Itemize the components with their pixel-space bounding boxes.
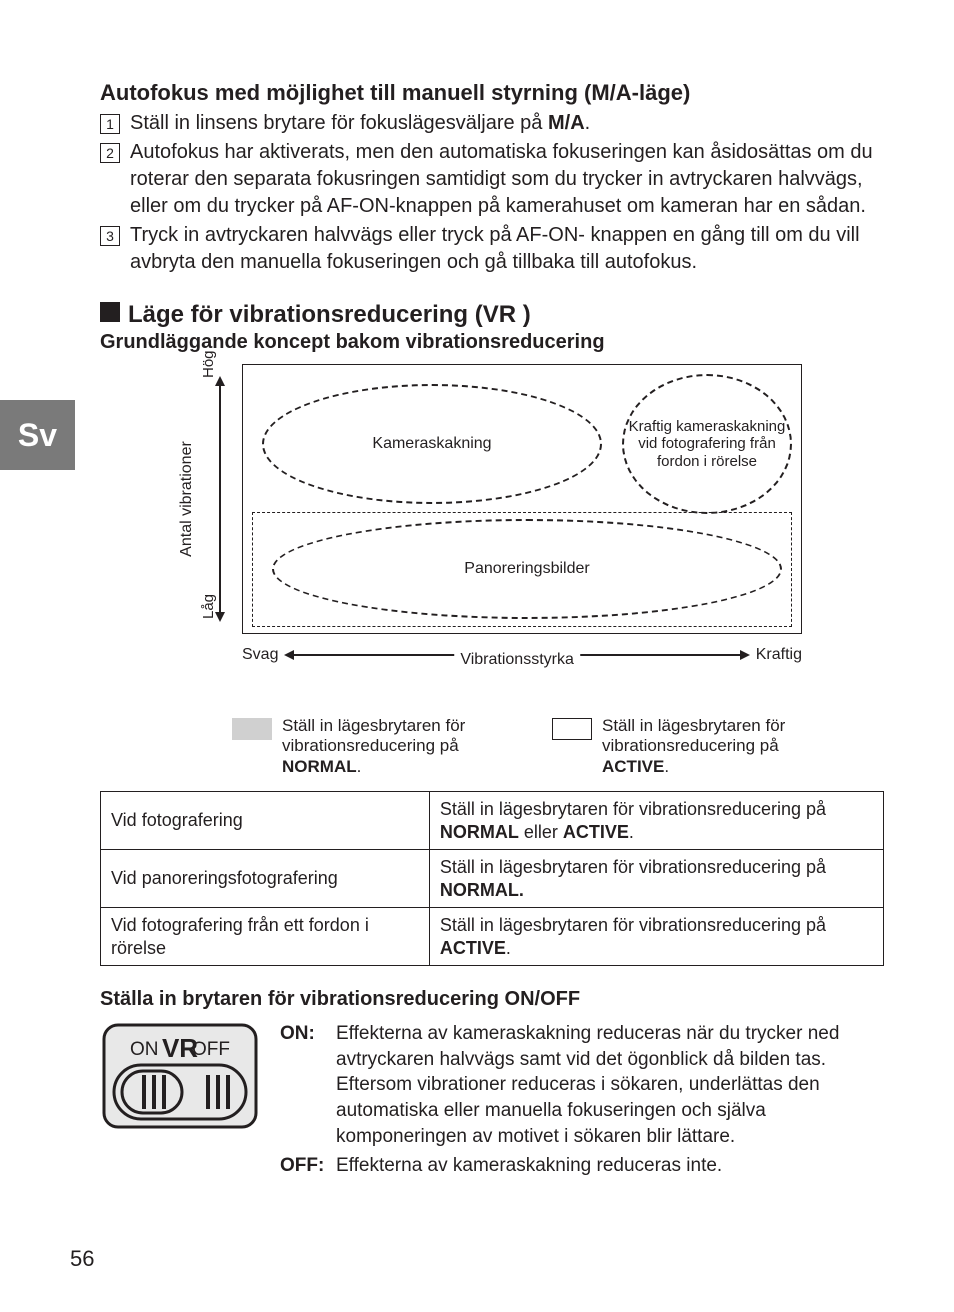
on-text: Effekterna av kameraskakning reduceras n… — [336, 1021, 884, 1149]
swatch-gray — [232, 718, 272, 740]
off-label: OFF: — [280, 1153, 336, 1179]
vr-switch-icon: ON VR OFF — [100, 1021, 260, 1131]
step-text: Tryck in avtryckaren halvvägs eller tryc… — [130, 222, 884, 276]
y-axis-label: Antal vibrationer — [172, 364, 202, 634]
step-number: 1 — [100, 114, 120, 134]
x-axis: Svag Vibrationsstyrka Kraftig — [242, 642, 802, 668]
table-cell-setting: Ställ in lägesbrytaren för vibrationsred… — [429, 908, 883, 966]
camera-shake-oval: Kameraskakning — [262, 384, 602, 504]
table-cell-setting: Ställ in lägesbrytaren för vibrationsred… — [429, 792, 883, 850]
square-bullet-icon — [100, 302, 120, 322]
legend-post: . — [357, 757, 362, 776]
vr-subtitle: Grundläggande koncept bakom vibrationsre… — [100, 331, 884, 354]
vr-concept-diagram: Antal vibrationer Hög Låg Kameraskakning… — [172, 364, 812, 704]
step-3: 3 Tryck in avtryckaren halvvägs eller tr… — [100, 222, 884, 276]
legend-normal: Ställ in lägesbrytaren för vibrationsred… — [232, 716, 522, 777]
x-axis-arrow: Vibrationsstyrka — [286, 654, 747, 656]
on-label: ON — [130, 1039, 159, 1060]
x-left-label: Svag — [242, 646, 278, 664]
oval-label: Panoreringsbilder — [464, 560, 589, 578]
legend-bold: NORMAL — [282, 757, 357, 776]
page-number: 56 — [70, 1246, 94, 1272]
off-text: Effekterna av kameraskakning reduceras i… — [336, 1153, 722, 1179]
vr-legend: Ställ in lägesbrytaren för vibrationsred… — [142, 716, 842, 777]
step-text: Ställ in linsens brytare för fokuslägesv… — [130, 110, 884, 137]
ma-mode-title: Autofokus med möjlighet till manuell sty… — [100, 80, 884, 106]
step-1: 1 Ställ in linsens brytare för fokusläge… — [100, 110, 884, 137]
table-cell-setting: Ställ in lägesbrytaren för vibrationsred… — [429, 850, 883, 908]
y-axis-arrow: Hög Låg — [210, 364, 230, 634]
y-high-label: Hög — [200, 350, 217, 378]
step-number: 3 — [100, 226, 120, 246]
table-row: Vid panoreringsfotografering Ställ in lä… — [101, 850, 884, 908]
oval-label: Kameraskakning — [372, 435, 491, 453]
y-low-label: Låg — [200, 594, 217, 619]
ma-steps-list: 1 Ställ in linsens brytare för fokusläge… — [100, 110, 884, 276]
table-row: Vid fotografering från ett fordon i röre… — [101, 908, 884, 966]
table-cell-scenario: Vid fotografering från ett fordon i röre… — [101, 908, 430, 966]
off-definition: OFF: Effekterna av kameraskakning reduce… — [280, 1153, 884, 1179]
vr-mode-table: Vid fotografering Ställ in lägesbrytaren… — [100, 791, 884, 966]
onoff-definitions: ON: Effekterna av kameraskakning reducer… — [280, 1021, 884, 1183]
legend-bold: ACTIVE — [602, 757, 664, 776]
x-right-label: Kraftig — [756, 646, 802, 664]
step-post: . — [585, 112, 591, 134]
on-label: ON: — [280, 1021, 336, 1149]
on-definition: ON: Effekterna av kameraskakning reducer… — [280, 1021, 884, 1149]
legend-text: Ställ in lägesbrytaren för vibrationsred… — [282, 716, 465, 755]
vr-title: Läge för vibrationsreducering (VR ) — [128, 301, 531, 329]
table-cell-scenario: Vid fotografering — [101, 792, 430, 850]
onoff-section: ON VR OFF ON: Effekterna av kameraskakni… — [100, 1021, 884, 1183]
language-tab: Sv — [0, 400, 75, 470]
legend-text: Ställ in lägesbrytaren för vibrationsred… — [602, 716, 785, 755]
step-2: 2 Autofokus har aktiverats, men den auto… — [100, 139, 884, 220]
vr-heading: Läge för vibrationsreducering (VR ) — [100, 298, 884, 329]
step-pre: Ställ in linsens brytare för fokuslägesv… — [130, 112, 548, 134]
x-mid-label: Vibrationsstyrka — [454, 651, 580, 669]
legend-post: . — [664, 757, 669, 776]
y-axis-text: Antal vibrationer — [178, 441, 196, 557]
panning-oval: Panoreringsbilder — [272, 519, 782, 619]
oval-label: Kraftig kameraskakning vid fotografering… — [624, 418, 790, 470]
swatch-white — [552, 718, 592, 740]
step-text: Autofokus har aktiverats, men den automa… — [130, 139, 884, 220]
step-number: 2 — [100, 143, 120, 163]
strong-shake-oval: Kraftig kameraskakning vid fotografering… — [622, 374, 792, 514]
step-bold: M/A — [548, 112, 585, 134]
table-row: Vid fotografering Ställ in lägesbrytaren… — [101, 792, 884, 850]
legend-active: Ställ in lägesbrytaren för vibrationsred… — [552, 716, 842, 777]
table-cell-scenario: Vid panoreringsfotografering — [101, 850, 430, 908]
off-label: OFF — [192, 1039, 230, 1060]
onoff-switch-title: Ställa in brytaren för vibrationsreducer… — [100, 988, 884, 1011]
